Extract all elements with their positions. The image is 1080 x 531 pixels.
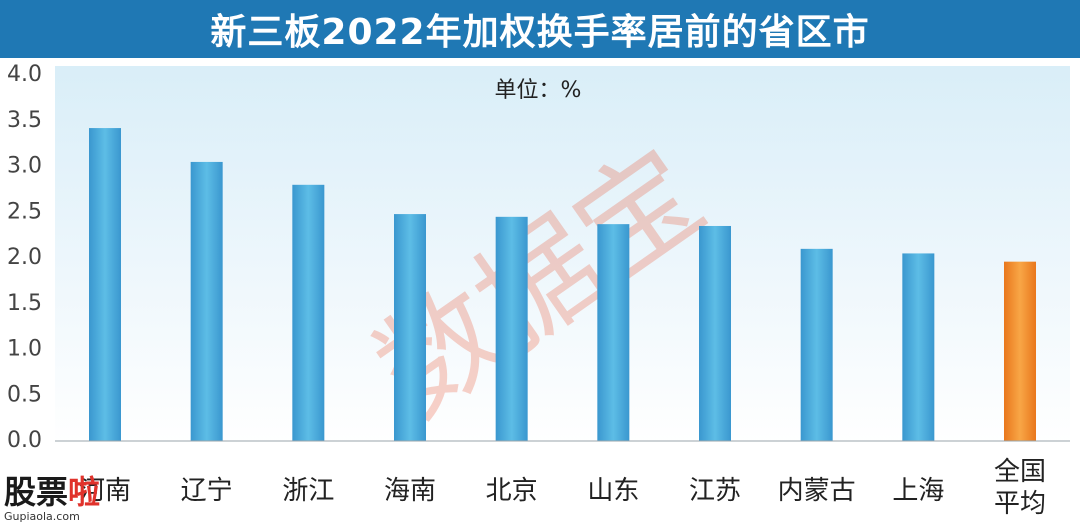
y-tick-label: 4.0 (7, 62, 42, 87)
y-tick-label: 3.5 (7, 108, 42, 133)
bar-2 (292, 184, 325, 442)
y-tick-label: 2.5 (7, 199, 42, 224)
brand-logo: 股票啦 Gupiaola.com (4, 474, 124, 531)
bar-4 (495, 216, 528, 441)
x-category-label: 河南 (79, 476, 131, 506)
logo-text-main: 股票 (4, 473, 69, 511)
bar-3 (394, 214, 426, 441)
bar-0 (89, 128, 121, 441)
bar-8 (902, 253, 935, 441)
y-tick-label: 1.0 (7, 337, 42, 362)
x-category-label: 全国平均 (994, 457, 1046, 519)
y-tick-label: 0.0 (7, 428, 42, 453)
x-category-label: 辽宁 (181, 476, 233, 506)
logo-text-accent: 啦 (68, 473, 101, 511)
y-tick-label: 0.5 (7, 382, 42, 407)
x-category-label: 山东 (587, 476, 639, 506)
y-tick-label: 2.0 (7, 245, 42, 270)
x-category-label: 内蒙古 (778, 476, 856, 506)
logo-url: Gupiaola.com (4, 510, 80, 523)
y-tick-label: 1.5 (7, 291, 42, 316)
x-category-label: 江苏 (689, 476, 741, 506)
x-category-label: 上海 (892, 476, 944, 506)
bar-9 (1004, 261, 1036, 441)
logo-text: 股票啦 (4, 474, 124, 510)
x-category-label: 浙江 (282, 476, 334, 506)
x-category-label: 海南 (384, 476, 436, 506)
x-category-label: 北京 (486, 476, 538, 506)
bar-7 (800, 248, 833, 441)
unit-label: 单位：% (495, 78, 582, 103)
y-tick-label: 3.0 (7, 154, 42, 179)
bar-5 (597, 224, 630, 441)
bar-1 (190, 161, 223, 442)
chart-title: 新三板2022年加权换手率居前的省区市 (0, 0, 1080, 58)
bar-6 (699, 225, 731, 441)
plot-background (55, 66, 1070, 444)
